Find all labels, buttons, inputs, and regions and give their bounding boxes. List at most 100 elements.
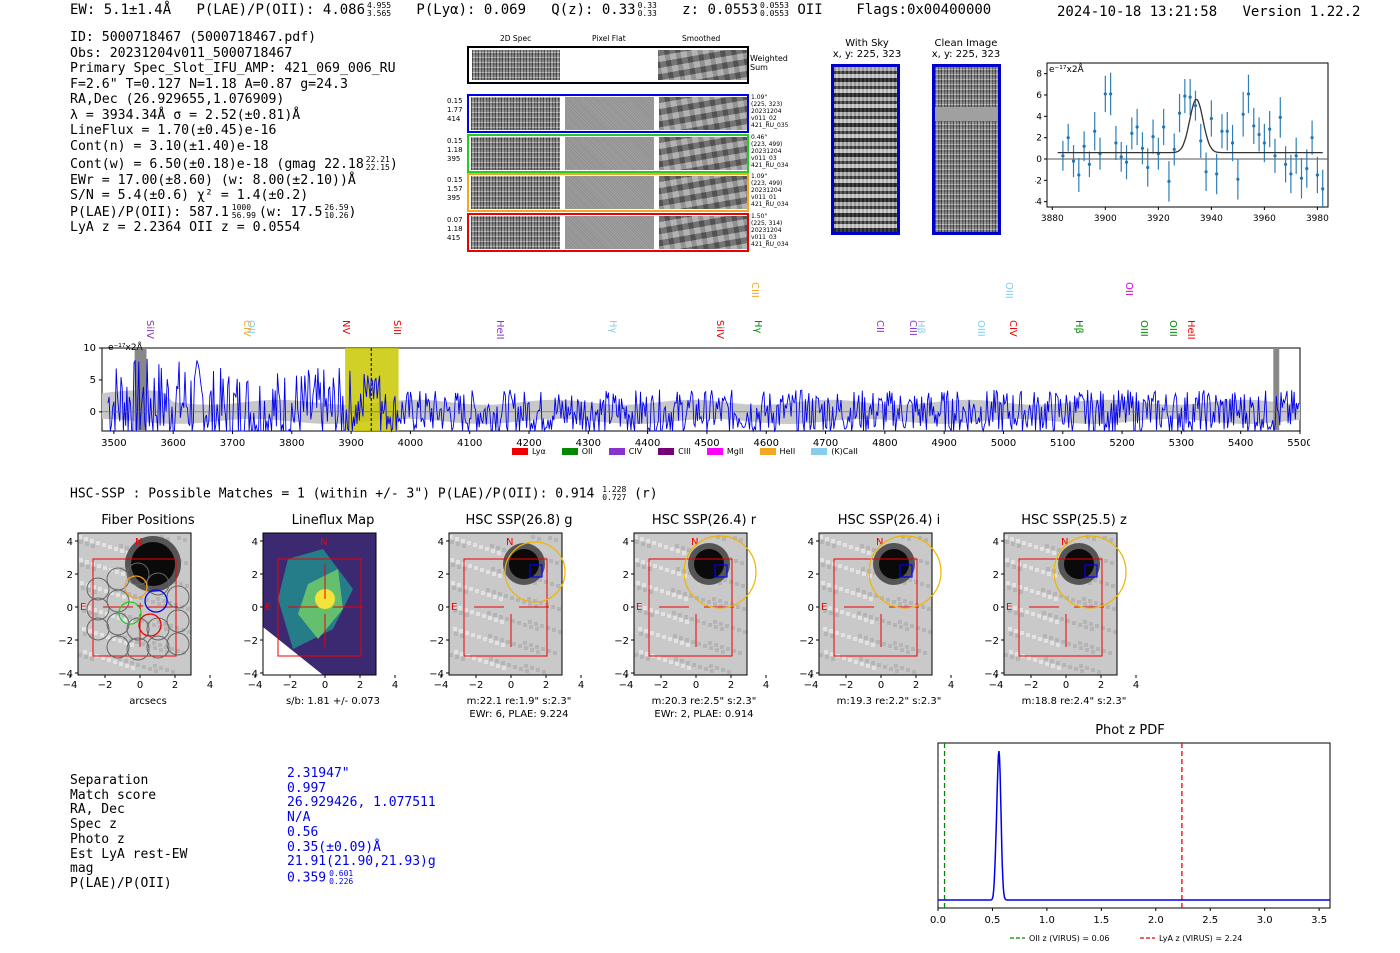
match-value-text: 0.56 — [287, 824, 319, 840]
cutout-noise — [868, 574, 872, 578]
spec-row-2d — [471, 97, 560, 130]
spec-row-gap — [561, 96, 564, 131]
cutout-noise — [135, 640, 139, 644]
cutout-title: HSC SSP(25.5) z — [1021, 513, 1127, 528]
cutout-noise — [85, 560, 89, 564]
cutout-xtick-label: −2 — [654, 680, 669, 689]
cutout-xtick-label: 0 — [1063, 680, 1069, 689]
cutout-noise — [463, 567, 467, 571]
photz-xtick-label: 0.5 — [984, 915, 1000, 926]
cutout-noise — [165, 668, 169, 672]
cutout-noise — [1079, 646, 1083, 650]
contw-sup: 22.21 — [365, 155, 390, 164]
cutout-noise — [458, 588, 462, 592]
cutout-noise — [518, 644, 522, 648]
spec-row-left-label: 395 — [447, 154, 461, 163]
cutout-frame — [1003, 532, 1118, 676]
cutout-noise — [112, 637, 116, 641]
cutout-noise — [1049, 618, 1053, 622]
cutout-noise — [107, 658, 111, 662]
cutout-noise — [720, 645, 724, 649]
match-value: 0.35(±0.09)Å — [287, 840, 436, 856]
cutout-noise — [1012, 565, 1016, 569]
zoom-point — [1278, 115, 1282, 119]
cutout-noise — [901, 535, 905, 539]
cutout-frame — [262, 532, 377, 676]
cutout-noise — [124, 659, 128, 663]
legend-item: HeII — [759, 447, 796, 456]
legend-label: OII — [581, 447, 593, 456]
cutout-noise — [141, 642, 145, 646]
cutout-noise — [824, 632, 828, 636]
cutout-noise — [166, 537, 170, 541]
zoom-xtick-label: 3960 — [1253, 214, 1276, 224]
cutout-noise — [653, 564, 657, 568]
spec-row-left-label: 414 — [447, 115, 461, 123]
cutout-noise — [1018, 585, 1022, 589]
cutout-noise — [450, 558, 454, 562]
cutout-noise — [1006, 581, 1010, 585]
cutout-noise — [871, 643, 875, 647]
north-label: N — [506, 537, 513, 548]
full-xtick-label: 4300 — [576, 438, 601, 449]
cutout-noise — [888, 644, 892, 648]
cutout-noise — [493, 595, 497, 599]
spectral-line-tag: CII — [873, 320, 885, 333]
cutout-noise — [683, 592, 687, 596]
cutout-noise — [487, 593, 491, 597]
cutout-noise — [122, 595, 126, 599]
cutout-noise — [544, 580, 548, 584]
cutout-noise — [530, 666, 534, 670]
cutout-noise — [1088, 581, 1092, 585]
match-value: 21.91(21.90,21.93)g — [287, 854, 436, 870]
cutout-noise — [922, 628, 926, 632]
cutout-noise — [546, 626, 550, 630]
full-xtick-label: 4400 — [635, 438, 660, 449]
cutout-noise — [1109, 538, 1113, 542]
cutout-noise — [893, 623, 897, 627]
cutout-noise — [648, 585, 652, 589]
cutout-noise — [1039, 660, 1043, 664]
zoom-point — [1188, 95, 1192, 99]
full-xtick-label: 5000 — [991, 438, 1016, 449]
cutout-noise — [106, 635, 110, 639]
cutout-noise — [1009, 650, 1013, 654]
cutout-ytick-label: 2 — [993, 570, 999, 581]
cutout-noise — [715, 666, 719, 670]
cutout-noise — [498, 574, 502, 578]
cutout-noise — [554, 538, 558, 542]
cutout-noise — [497, 551, 501, 555]
plae2-w-sup: 26.59 — [324, 202, 349, 212]
cutout-noise — [658, 543, 662, 547]
zoom-point — [1183, 94, 1187, 98]
cutout-noise — [719, 604, 723, 608]
cutout-noise — [650, 613, 654, 617]
cutout-noise — [92, 567, 96, 571]
cutout-noise — [453, 609, 457, 613]
spec-row-left-label: 1.18 — [447, 224, 463, 233]
cutout-noise — [499, 597, 503, 601]
spec-row-right-label: v011_03 — [751, 154, 777, 162]
legend-swatch — [512, 448, 528, 455]
east-label: E — [821, 602, 827, 613]
cutout-xtick-label: 0 — [137, 680, 143, 689]
fiber-highlight — [144, 589, 168, 613]
cutout-noise — [894, 646, 898, 650]
zoom-point — [1283, 162, 1288, 166]
cutout-noise — [678, 613, 682, 617]
spec-row-right-label: 1.09" — [751, 94, 768, 101]
zoom-point — [1321, 187, 1325, 191]
match-value: N/A — [287, 810, 436, 826]
cutout-noise — [709, 646, 713, 650]
cutout-noise — [635, 540, 639, 544]
cutout-noise — [1077, 600, 1081, 604]
cutout-noise — [475, 589, 479, 593]
cutout-noise — [664, 545, 668, 549]
cutout-noise — [743, 630, 747, 634]
cutout-noise — [713, 620, 717, 624]
cutout-noise — [165, 650, 169, 654]
cutout-noise — [819, 535, 823, 539]
cutout-noise — [495, 659, 499, 663]
zoom-point — [1151, 135, 1155, 139]
legend-label: HeII — [779, 447, 796, 456]
